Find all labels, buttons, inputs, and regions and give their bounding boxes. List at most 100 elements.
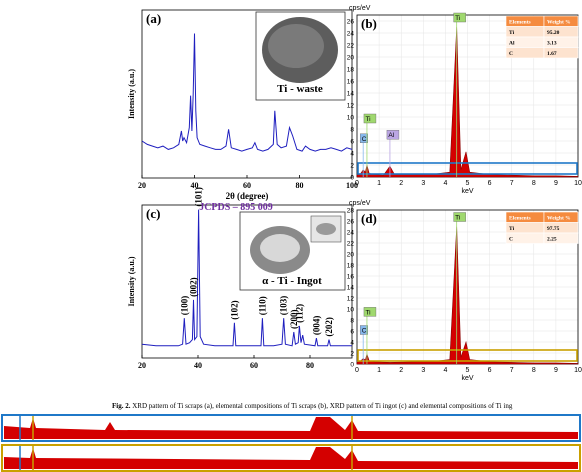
peak-label: Ti [365, 116, 370, 123]
panel-label: (d) [361, 211, 377, 226]
x-tick-label: 1 [377, 367, 381, 374]
x-tick-label: 60 [243, 181, 251, 190]
inset-photo [255, 11, 346, 101]
y-tick-label: 22 [347, 240, 355, 247]
peak-label-box [363, 113, 377, 124]
y-tick-label: 20 [347, 54, 355, 61]
y-tick-label: 18 [347, 66, 355, 73]
y-tick-label: 26 [347, 18, 355, 25]
peak-label: Ti [365, 309, 370, 316]
inset-photo [239, 211, 346, 291]
x-tick-label: 10 [574, 180, 582, 187]
peak-label-box [363, 307, 377, 317]
y-tick-label: 6 [350, 328, 354, 335]
y-tick-label: 6 [350, 138, 354, 145]
x-axis-label: keV [461, 188, 473, 195]
table-text: Elements [509, 216, 531, 222]
x-tick-label: 20 [138, 181, 146, 190]
caption-text: XRD pattern of Ti scraps (a), elemental … [132, 402, 513, 410]
x-tick-label: 4 [443, 367, 447, 374]
x-tick-label: 2 [399, 367, 403, 374]
x-tick-label: 60 [250, 361, 258, 370]
x-tick-label: 0 [355, 367, 359, 374]
x-tick-label: 3 [421, 180, 425, 187]
peak-label-box [386, 129, 400, 140]
x-tick-label: 9 [554, 180, 558, 187]
peak-label: (112) [294, 304, 304, 323]
y-axis-label: Intensity (a.u.) [127, 256, 136, 306]
x-tick-label: 8 [532, 367, 536, 374]
x-tick-label: 6 [488, 180, 492, 187]
y-tick-label: 24 [347, 229, 355, 236]
y-axis-unit: cps/eV [349, 200, 371, 207]
xrd-line [141, 33, 353, 152]
x-tick-label: 5 [466, 180, 470, 187]
peak-label: (103) [279, 296, 289, 316]
x-tick-label: 80 [306, 361, 314, 370]
x-tick-label: 2 [399, 180, 403, 187]
y-tick-label: 28 [347, 207, 355, 214]
y-tick-label: 2 [350, 350, 354, 357]
y-tick-label: 14 [347, 284, 355, 291]
y-tick-label: 24 [347, 30, 355, 37]
peak-label: (102) [229, 300, 239, 320]
x-tick-label: 6 [488, 367, 492, 374]
x-tick-label: 3 [421, 367, 425, 374]
table-text: 1.67 [547, 51, 557, 57]
y-tick-label: 12 [347, 102, 355, 109]
peak-label-box [359, 325, 368, 335]
x-tick-label: 5 [466, 367, 470, 374]
y-tick-label: 26 [347, 218, 355, 225]
y-tick-label: 16 [347, 273, 355, 280]
plot-frame [141, 204, 353, 359]
y-tick-label: 0 [350, 174, 354, 181]
table-text: Weight % [547, 216, 571, 222]
plot-frame [141, 9, 353, 179]
x-tick-label: 80 [296, 181, 304, 190]
table-text: Ti [509, 226, 515, 232]
y-tick-label: 18 [347, 262, 355, 269]
x-tick-label: 0 [355, 180, 359, 187]
table-text: 97.75 [547, 226, 560, 232]
zoom-strip [1, 444, 581, 472]
x-axis-label: 2θ (degree) [226, 191, 269, 201]
peak-label: (100) [179, 296, 189, 316]
table-cell [543, 47, 579, 59]
x-tick-label: 100 [346, 181, 358, 190]
caption-label: Fig. 2. [112, 402, 131, 410]
highlight-box [357, 349, 578, 362]
y-tick-label: 22 [347, 42, 355, 49]
x-tick-label: 10 [574, 367, 582, 374]
y-tick-label: 14 [347, 90, 355, 97]
table-text: C [509, 51, 513, 57]
peak-label-box [453, 212, 466, 222]
peak-label: (202) [324, 317, 334, 337]
y-tick-label: 0 [350, 361, 354, 368]
peak-label: Ti [455, 15, 460, 22]
peak-label: (101) [194, 187, 204, 207]
peak-label: Al [388, 132, 394, 139]
y-tick-label: 10 [347, 306, 355, 313]
zoom-strip [1, 414, 581, 442]
table-text: Ti [509, 30, 515, 36]
peak-label: (200) [289, 309, 299, 329]
x-tick-label: 1 [377, 180, 381, 187]
peak-label-box [453, 12, 466, 23]
x-axis-label: keV [461, 375, 473, 382]
y-axis-label: Intensity (a.u.) [127, 69, 136, 119]
y-tick-label: 16 [347, 78, 355, 85]
table-text: Weight % [547, 20, 571, 26]
y-tick-label: 20 [347, 251, 355, 258]
y-tick-label: 12 [347, 295, 355, 302]
table-cell [543, 232, 579, 244]
table-text: C [509, 237, 513, 243]
y-tick-label: 4 [350, 339, 354, 346]
x-tick-label: 4 [443, 180, 447, 187]
panel-label: (b) [361, 16, 377, 31]
table-text: Elements [509, 20, 531, 26]
x-tick-label: 8 [532, 180, 536, 187]
panel-label: (c) [146, 206, 160, 221]
peak-label: C [362, 328, 367, 335]
subtitle: JCPDS – 895 009 [199, 202, 273, 213]
